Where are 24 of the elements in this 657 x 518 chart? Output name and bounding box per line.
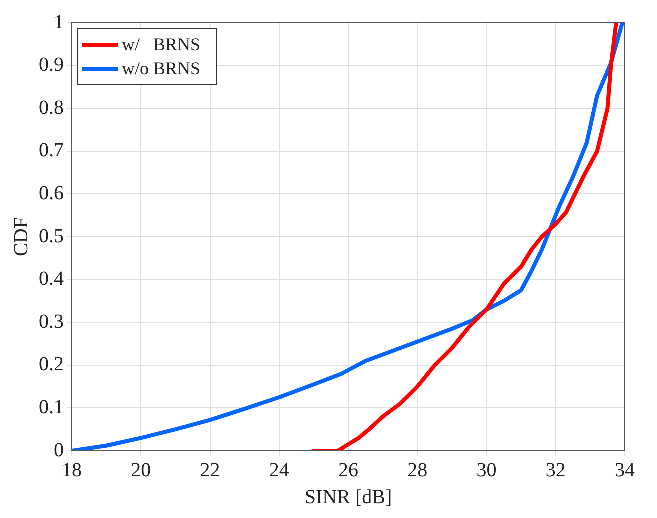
- y-tick-label: 0.7: [39, 140, 64, 162]
- x-tick-label: 18: [62, 459, 82, 482]
- legend-label: w/o BRNS: [122, 58, 201, 79]
- y-tick-label: 0.1: [39, 396, 64, 418]
- x-tick-label: 22: [200, 459, 220, 482]
- y-tick-label: 0.5: [39, 225, 64, 248]
- x-tick-label: 32: [546, 459, 566, 482]
- x-axis-title: SINR [dB]: [304, 486, 392, 508]
- x-tick-label: 24: [269, 459, 290, 482]
- x-tick-label: 34: [615, 459, 635, 482]
- y-tick-label: 1: [54, 11, 64, 34]
- x-tick-label: 30: [476, 459, 497, 482]
- y-axis-title: CDF: [10, 218, 32, 256]
- y-tick-label: 0.3: [39, 310, 64, 333]
- y-tick-label: 0.9: [39, 54, 64, 76]
- legend-label: w/ BRNS: [122, 34, 201, 55]
- x-tick-label: 26: [338, 459, 358, 482]
- x-tick-label: 28: [408, 459, 428, 482]
- y-tick-label: 0.6: [39, 182, 64, 204]
- y-tick-label: 0: [54, 439, 64, 462]
- y-tick-label: 0.4: [39, 268, 64, 290]
- x-tick-label: 20: [131, 459, 152, 482]
- y-tick-label: 0.2: [39, 354, 64, 376]
- y-tick-label: 0.8: [39, 96, 64, 119]
